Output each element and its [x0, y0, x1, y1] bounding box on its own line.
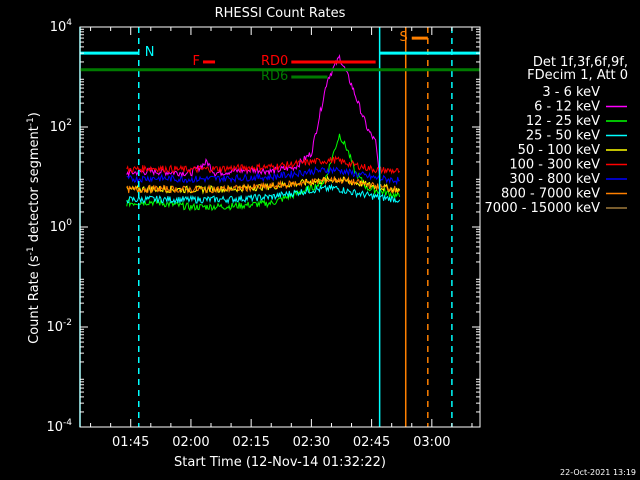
legend-header: FDecim 1, Att 0	[527, 68, 628, 83]
x-tick-label: 03:00	[413, 435, 450, 450]
legend: Det 1f,3f,6f,9f,FDecim 1, Att 0 3 - 6 keV…	[485, 55, 628, 216]
series-line-25-50keV	[126, 183, 401, 205]
legend-label: 50 - 100 keV	[518, 143, 601, 158]
x-tick-label: 02:15	[232, 435, 269, 450]
legend-header: Det 1f,3f,6f,9f,	[533, 55, 628, 70]
data-layer	[126, 53, 401, 212]
legend-label: 800 - 7000 keV	[501, 187, 600, 202]
x-tick-label: 01:45	[112, 435, 149, 450]
footer-date: 22-Oct-2021 13:19	[560, 468, 636, 477]
legend-label: 6 - 12 keV	[534, 100, 600, 115]
legend-label: 7000 - 15000 keV	[485, 201, 601, 216]
legend-label: 12 - 25 keV	[526, 114, 600, 129]
legend-label: 100 - 300 keV	[509, 158, 600, 173]
chart-title: RHESSI Count Rates	[215, 6, 346, 21]
x-tick-label: 02:30	[293, 435, 330, 450]
series-line-3-6keV	[126, 74, 401, 182]
series-line-12-25keV	[126, 133, 401, 212]
annotation-label: RD0	[261, 54, 288, 69]
annotation-label: RD6	[261, 69, 288, 84]
legend-label: 300 - 800 keV	[509, 172, 600, 187]
y-axis-label: Count Rate (s-1 detector segment-1)	[26, 112, 42, 344]
legend-label: 25 - 50 keV	[526, 129, 600, 144]
series-line-100-300keV	[126, 155, 401, 175]
series-line-800-7000keV	[126, 176, 401, 194]
x-axis-label: Start Time (12-Nov-14 01:32:22)	[174, 455, 386, 470]
legend-label: 3 - 6 keV	[542, 85, 600, 100]
x-tick-label: 02:00	[172, 435, 209, 450]
annotation-label: N	[145, 45, 155, 60]
annotation-label: S	[399, 30, 407, 45]
annotation-label: F	[192, 54, 199, 69]
svg-text:Count Rate (s-1 detector segme: Count Rate (s-1 detector segment-1)	[26, 112, 42, 344]
x-axis: 01:45 02:00 02:15 02:30 02:45 03:00	[90, 27, 473, 450]
x-tick-label: 02:45	[353, 435, 390, 450]
series-line-300-800keV	[126, 166, 400, 186]
